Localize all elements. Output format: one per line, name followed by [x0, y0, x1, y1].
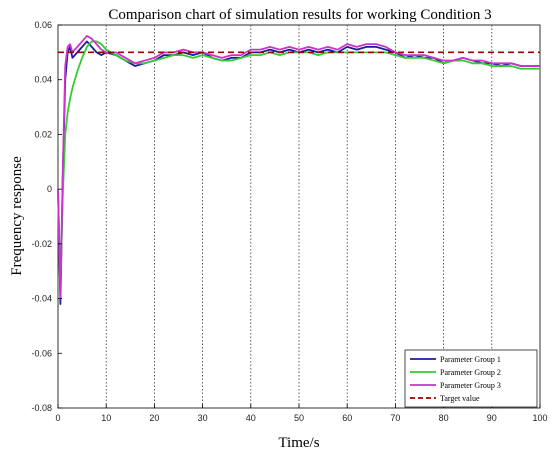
- x-tick-label: 50: [294, 413, 304, 423]
- x-tick-label: 20: [149, 413, 159, 423]
- series-group: [57, 35, 540, 305]
- legend-label: Parameter Group 3: [440, 381, 501, 390]
- y-tick-label: -0.06: [31, 348, 52, 358]
- x-axis-label: Time/s: [278, 435, 319, 451]
- x-tick-label: 10: [101, 413, 111, 423]
- grid: [105, 25, 493, 408]
- y-tick-label: 0.06: [34, 20, 52, 30]
- x-tick-label: 70: [390, 413, 400, 423]
- y-tick-label: -0.08: [31, 403, 52, 413]
- x-tick-label: 90: [487, 413, 497, 423]
- legend-label: Parameter Group 1: [440, 355, 501, 364]
- x-tick-label: 0: [55, 413, 60, 423]
- legend-label: Parameter Group 2: [440, 368, 501, 377]
- x-tick-labels: 0 10 20 30 40 50 60 70 80 90 100: [55, 413, 547, 423]
- series-line-2: [57, 40, 540, 286]
- y-tick-label: 0: [47, 184, 52, 194]
- y-tick-label: -0.02: [31, 239, 52, 249]
- y-tick-label: 0.02: [34, 129, 52, 139]
- y-tick-label: -0.04: [31, 294, 52, 304]
- legend: Parameter Group 1 Parameter Group 2 Parame…: [404, 349, 538, 408]
- y-axis-label: Frequency response: [9, 156, 25, 276]
- legend-label: Target value: [440, 394, 480, 403]
- x-tick-label: 100: [532, 413, 547, 423]
- x-tick-label: 60: [342, 413, 352, 423]
- y-tick-labels: -0.08 -0.06 -0.04 -0.02 0 0.02 0.04 0.06: [31, 20, 52, 413]
- x-tick-label: 40: [246, 413, 256, 423]
- x-tick-label: 30: [198, 413, 208, 423]
- series-line-3: [57, 35, 540, 300]
- y-tick-label: 0.04: [34, 75, 52, 85]
- x-tick-label: 80: [439, 413, 449, 423]
- chart-title: Comparison chart of simulation results f…: [108, 7, 491, 23]
